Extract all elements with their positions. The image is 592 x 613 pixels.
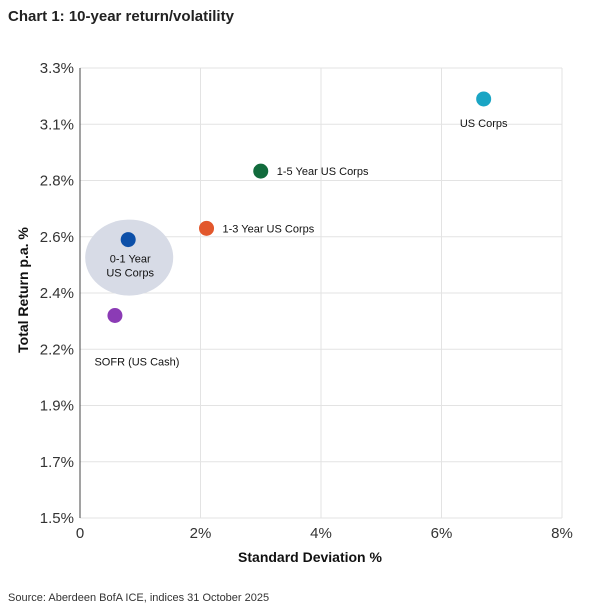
x-tick-labels: 0 2% 4% 6% 8% xyxy=(76,525,573,542)
point-label: 1-3 Year US Corps xyxy=(223,223,315,235)
source-note: Source: Aberdeen BofA ICE, indices 31 Oc… xyxy=(8,592,270,604)
chart-title: Chart 1: 10-year return/volatility xyxy=(8,8,234,25)
y-tick-label: 3.3% xyxy=(40,60,74,77)
data-point xyxy=(107,308,123,323)
x-axis-title: Standard Deviation % xyxy=(238,549,382,565)
point-label: US Corps xyxy=(106,268,154,280)
y-tick-label: 2.4% xyxy=(40,285,74,302)
y-tick-labels: 1.5% 1.7% 1.9% 2.2% 2.4% 2.6% 2.8% 3.1% 3.3% xyxy=(40,60,74,527)
data-point xyxy=(120,232,136,248)
y-tick-label: 1.7% xyxy=(40,454,74,471)
highlight-ellipse xyxy=(85,219,174,296)
x-tick-label: 2% xyxy=(190,525,212,542)
point-label: 0-1 Year xyxy=(110,254,151,266)
y-axis-title: Total Return p.a. % xyxy=(15,227,31,353)
x-tick-label: 8% xyxy=(551,525,573,542)
point-label: 1-5 Year US Corps xyxy=(277,166,369,178)
x-tick-label: 4% xyxy=(310,525,332,542)
grid xyxy=(79,67,563,519)
highlight-layer xyxy=(85,219,174,296)
data-point xyxy=(476,91,492,107)
y-tick-label: 2.2% xyxy=(40,341,74,358)
data-point xyxy=(253,163,269,179)
scatter-chart: 1.5% 1.7% 1.9% 2.2% 2.4% 2.6% 2.8% 3.1% 3.3% 0 2%… xyxy=(15,60,573,565)
point-labels: US Corps 1-5 Year US Corps 1-3 Year US Cor… xyxy=(94,118,508,369)
y-tick-label: 2.6% xyxy=(40,229,74,246)
point-label: SOFR (US Cash) xyxy=(94,357,179,369)
data-points xyxy=(107,91,492,323)
data-point xyxy=(199,220,215,236)
y-tick-label: 1.5% xyxy=(40,510,74,527)
point-label: US Corps xyxy=(460,118,508,130)
x-tick-label: 6% xyxy=(431,525,453,542)
y-tick-label: 1.9% xyxy=(40,398,74,415)
y-tick-label: 2.8% xyxy=(40,173,74,190)
y-tick-label: 3.1% xyxy=(40,116,74,133)
x-tick-label: 0 xyxy=(76,525,84,542)
